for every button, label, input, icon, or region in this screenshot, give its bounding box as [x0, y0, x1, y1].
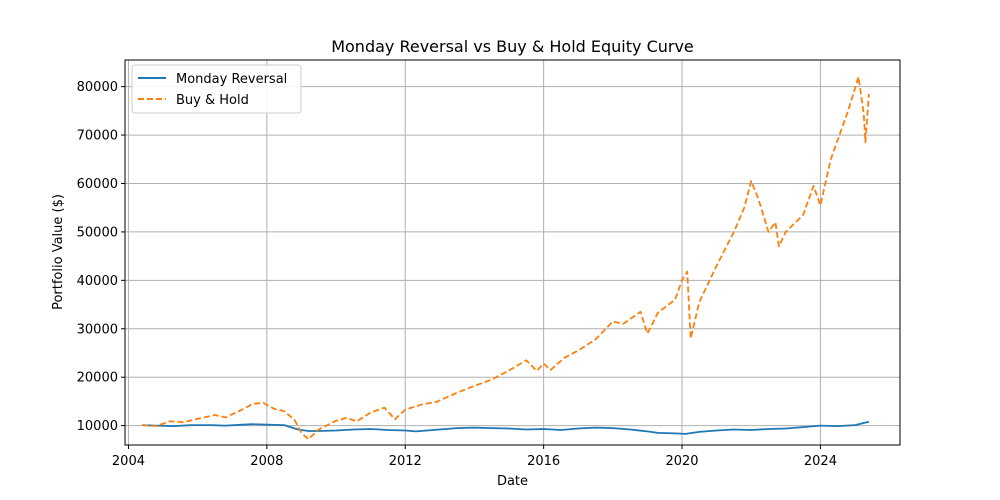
x-tick-label: 2024 — [804, 454, 837, 469]
chart-title: Monday Reversal vs Buy & Hold Equity Cur… — [331, 37, 694, 56]
y-tick-label: 20000 — [77, 371, 118, 386]
y-tick-label: 70000 — [77, 129, 118, 144]
y-tick-label: 10000 — [77, 419, 118, 434]
series-line-buy-hold — [142, 76, 870, 441]
legend-label-monday-reversal: Monday Reversal — [176, 72, 287, 87]
legend-label-buy-and-hold: Buy & Hold — [176, 93, 249, 108]
x-tick-label: 2016 — [527, 454, 560, 469]
legend: Monday Reversal Buy & Hold — [131, 64, 302, 114]
x-tick-label: 2020 — [665, 454, 698, 469]
grid — [125, 60, 900, 445]
series-line-monday-reversal — [142, 420, 870, 435]
series-layer — [142, 76, 870, 441]
legend-box — [131, 64, 302, 114]
x-tick-label: 2008 — [250, 454, 283, 469]
ticks: 2004 2008 2012 2016 2020 2024 10000 20000 30000 4… — [77, 80, 837, 469]
y-tick-label: 80000 — [77, 80, 118, 95]
x-axis-label: Date — [497, 474, 528, 489]
y-tick-label: 30000 — [77, 322, 118, 337]
y-axis-label: Portfolio Value ($) — [51, 194, 66, 310]
x-tick-label: 2004 — [112, 454, 145, 469]
y-tick-label: 50000 — [77, 225, 118, 240]
y-tick-label: 60000 — [77, 177, 118, 192]
x-tick-label: 2012 — [389, 454, 422, 469]
y-tick-label: 40000 — [77, 274, 118, 289]
plot-frame — [124, 59, 901, 446]
